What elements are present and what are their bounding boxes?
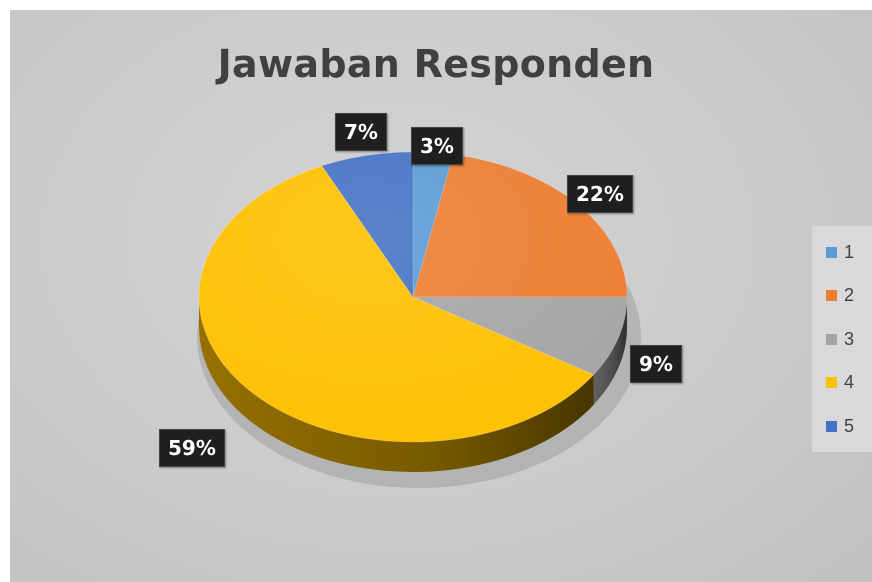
chart-title: Jawaban Responden <box>217 42 655 86</box>
legend-swatch <box>826 247 837 258</box>
pie-slice-side-shade <box>199 297 594 472</box>
legend-label: 5 <box>844 416 855 436</box>
legend-swatch <box>826 334 837 345</box>
legend-label: 1 <box>844 242 855 262</box>
data-label-5: 7% <box>335 113 387 151</box>
pie-shine <box>199 152 627 442</box>
legend-swatch <box>826 421 837 432</box>
data-label-4: 59% <box>159 429 225 467</box>
legend-label: 2 <box>844 285 855 305</box>
legend: 1 2 3 4 5 <box>812 226 872 452</box>
legend-label: 4 <box>844 372 855 392</box>
pie-slice-side-shade <box>593 297 627 405</box>
data-label-3: 9% <box>630 345 682 383</box>
legend-swatch <box>826 290 837 301</box>
data-label-1: 3% <box>411 127 463 165</box>
legend-swatch <box>826 377 837 388</box>
data-label-2: 22% <box>567 175 633 213</box>
legend-label: 3 <box>844 329 855 349</box>
